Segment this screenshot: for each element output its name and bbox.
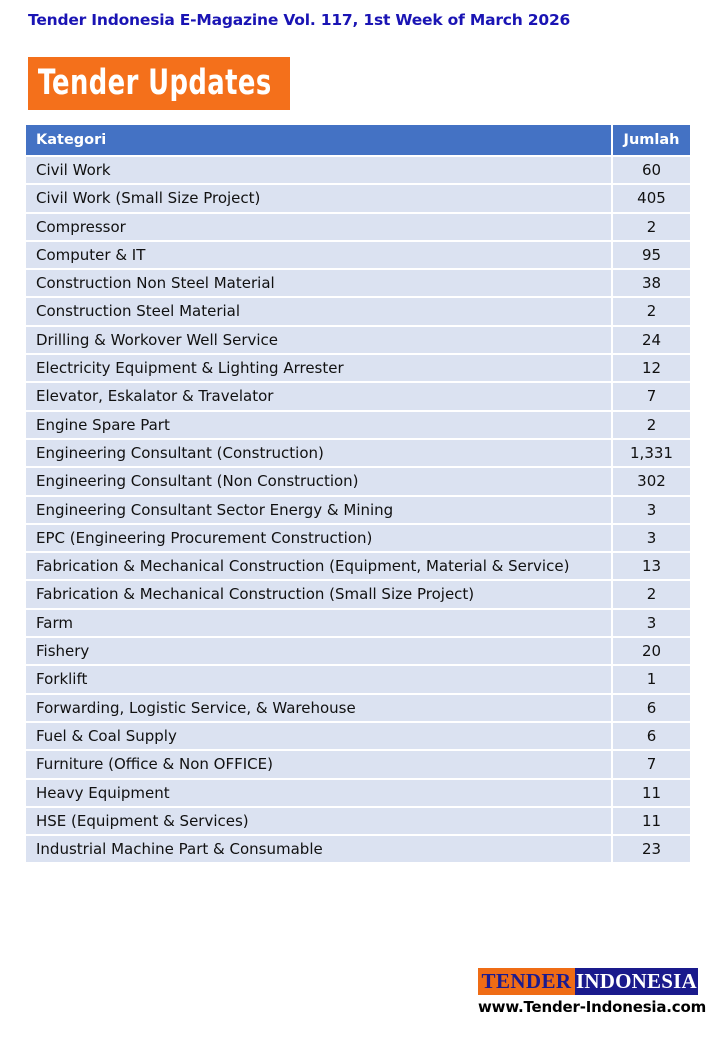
cell-kategori: Fishery <box>26 638 611 667</box>
logo-tender-text: TENDER <box>481 969 572 993</box>
cell-jumlah: 6 <box>611 722 690 752</box>
tender-indonesia-logo: TENDER INDONESIA <box>478 968 698 995</box>
table-row: Civil Work (Small Size Project) 405 <box>26 185 690 214</box>
website-url: www.Tender-Indonesia.com <box>478 998 707 1016</box>
cell-kategori: Farm <box>26 609 611 639</box>
cell-kategori: Furniture (Office & Non OFFICE) <box>26 751 611 780</box>
cell-jumlah: 1,331 <box>611 439 690 469</box>
cell-kategori: Engineering Consultant (Construction) <box>26 439 611 469</box>
footer-branding: TENDER INDONESIA www.Tender-Indonesia.co… <box>478 968 707 1016</box>
table-row: Compressor 2 <box>26 213 690 242</box>
page-title: Tender Indonesia E-Magazine Vol. 117, 1s… <box>28 11 571 29</box>
table-row: Electricity Equipment & Lighting Arreste… <box>26 355 690 384</box>
cell-kategori: Civil Work (Small Size Project) <box>26 185 611 214</box>
table-row: Forklift 1 <box>26 666 690 695</box>
cell-jumlah: 20 <box>611 638 690 667</box>
cell-kategori: Compressor <box>26 213 611 242</box>
cell-kategori: Engineering Consultant (Non Construction… <box>26 468 611 497</box>
table-row: Engineering Consultant (Construction) 1,3… <box>26 439 690 469</box>
cell-kategori: HSE (Equipment & Services) <box>26 807 611 837</box>
cell-jumlah: 23 <box>611 836 690 865</box>
cell-kategori: Computer & IT <box>26 241 611 271</box>
banner-label: Tender Updates <box>37 63 272 103</box>
cell-jumlah: 2 <box>611 411 690 440</box>
table-row: Industrial Machine Part & Consumable 23 <box>26 836 690 865</box>
table-row: Engineering Consultant (Non Construction… <box>26 468 690 497</box>
cell-jumlah: 11 <box>611 807 690 837</box>
cell-kategori: Construction Non Steel Material <box>26 270 611 299</box>
table-header-row: Kategori Jumlah <box>26 125 690 157</box>
table-row: Forwarding, Logistic Service, & Warehous… <box>26 694 690 723</box>
cell-jumlah: 2 <box>611 581 690 610</box>
tender-updates-table: Kategori Jumlah Civil Work 60 Civil Work (… <box>26 125 690 865</box>
cell-kategori: Fabrication & Mechanical Construction (S… <box>26 581 611 610</box>
cell-jumlah: 11 <box>611 779 690 808</box>
table-row: Civil Work 60 <box>26 157 690 186</box>
column-header-jumlah: Jumlah <box>611 125 690 157</box>
table-row: Farm 3 <box>26 609 690 639</box>
cell-jumlah: 3 <box>611 496 690 525</box>
cell-kategori: Fuel & Coal Supply <box>26 722 611 752</box>
tender-updates-banner: Tender Updates <box>28 57 290 110</box>
table-row: Engine Spare Part 2 <box>26 411 690 440</box>
table-row: Elevator, Eskalator & Travelator 7 <box>26 383 690 412</box>
cell-jumlah: 7 <box>611 383 690 412</box>
table-body: Civil Work 60 Civil Work (Small Size Proje… <box>26 157 690 865</box>
cell-jumlah: 405 <box>611 185 690 214</box>
cell-kategori: Engine Spare Part <box>26 411 611 440</box>
cell-jumlah: 24 <box>611 326 690 356</box>
table-row: Construction Steel Material 2 <box>26 298 690 327</box>
cell-jumlah: 302 <box>611 468 690 497</box>
cell-jumlah: 13 <box>611 553 690 582</box>
table-row: HSE (Equipment & Services) 11 <box>26 807 690 837</box>
table-row: Construction Non Steel Material 38 <box>26 270 690 299</box>
table-row: Heavy Equipment 11 <box>26 779 690 808</box>
cell-jumlah: 2 <box>611 298 690 327</box>
cell-jumlah: 12 <box>611 355 690 384</box>
logo-indonesia-text: INDONESIA <box>576 969 697 993</box>
table-row: Drilling & Workover Well Service 24 <box>26 326 690 356</box>
cell-kategori: Forwarding, Logistic Service, & Warehous… <box>26 694 611 723</box>
table-row: EPC (Engineering Procurement Constructio… <box>26 524 690 554</box>
cell-jumlah: 3 <box>611 524 690 554</box>
cell-kategori: Drilling & Workover Well Service <box>26 326 611 356</box>
table-row: Fabrication & Mechanical Construction (S… <box>26 581 690 610</box>
table-row: Engineering Consultant Sector Energy & M… <box>26 496 690 525</box>
cell-jumlah: 95 <box>611 241 690 271</box>
cell-jumlah: 2 <box>611 213 690 242</box>
cell-kategori: Elevator, Eskalator & Travelator <box>26 383 611 412</box>
table-row: Fishery 20 <box>26 638 690 667</box>
table-header: Kategori Jumlah <box>26 125 690 157</box>
logo-indonesia-block: INDONESIA <box>575 968 698 995</box>
logo-tender-block: TENDER <box>478 968 575 995</box>
cell-kategori: Industrial Machine Part & Consumable <box>26 836 611 865</box>
tender-updates-table-container: Kategori Jumlah Civil Work 60 Civil Work (… <box>26 125 690 865</box>
table-row: Fuel & Coal Supply 6 <box>26 722 690 752</box>
cell-kategori: Civil Work <box>26 157 611 186</box>
cell-jumlah: 3 <box>611 609 690 639</box>
table-row: Computer & IT 95 <box>26 241 690 271</box>
cell-kategori: Heavy Equipment <box>26 779 611 808</box>
cell-jumlah: 60 <box>611 157 690 186</box>
cell-kategori: Engineering Consultant Sector Energy & M… <box>26 496 611 525</box>
cell-kategori: Fabrication & Mechanical Construction (E… <box>26 553 611 582</box>
cell-jumlah: 7 <box>611 751 690 780</box>
cell-kategori: Forklift <box>26 666 611 695</box>
cell-jumlah: 38 <box>611 270 690 299</box>
table-row: Fabrication & Mechanical Construction (E… <box>26 553 690 582</box>
cell-kategori: Construction Steel Material <box>26 298 611 327</box>
cell-kategori: EPC (Engineering Procurement Constructio… <box>26 524 611 554</box>
cell-jumlah: 1 <box>611 666 690 695</box>
cell-kategori: Electricity Equipment & Lighting Arreste… <box>26 355 611 384</box>
table-row: Furniture (Office & Non OFFICE) 7 <box>26 751 690 780</box>
column-header-kategori: Kategori <box>26 125 611 157</box>
cell-jumlah: 6 <box>611 694 690 723</box>
